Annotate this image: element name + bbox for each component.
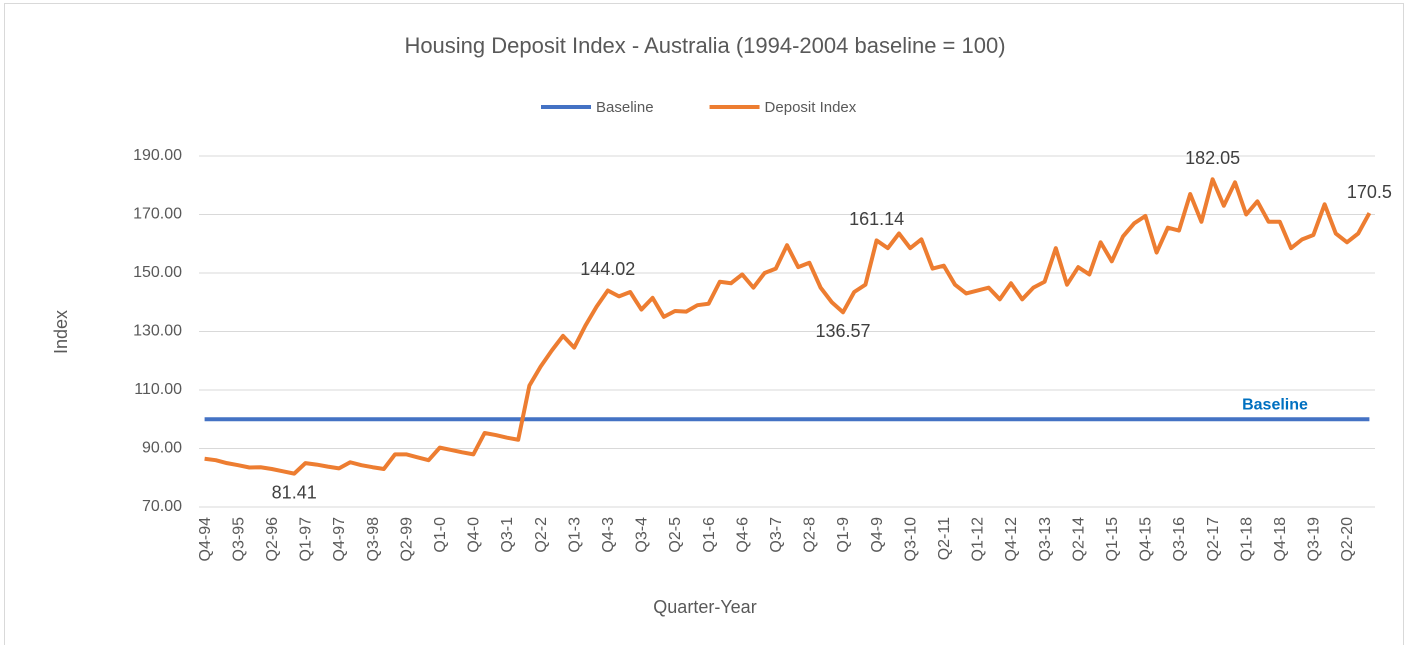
x-tick-label: Q3-10: [902, 517, 919, 562]
x-tick-label: Q2-11: [936, 517, 953, 560]
x-tick-label: Q3-95: [230, 517, 247, 562]
chart-frame: [4, 3, 1404, 645]
x-tick-label: Q3-13: [1037, 517, 1054, 562]
y-tick-label: 70.00: [142, 498, 182, 515]
y-tick-label: 190.00: [133, 147, 182, 164]
x-tick-label: Q2-14: [1070, 517, 1087, 562]
x-tick-label: Q2-5: [667, 517, 684, 553]
legend-label: Deposit Index: [765, 99, 857, 116]
data-label: 182.05: [1185, 148, 1240, 168]
x-tick-label: Q1-18: [1238, 517, 1255, 562]
y-tick-label: 110.00: [134, 381, 182, 398]
x-tick-label: Q1-97: [298, 517, 315, 562]
x-tick-label: Q3-1: [499, 517, 516, 553]
baseline-annotation: Baseline: [1242, 396, 1308, 413]
x-tick-label: Q2-96: [264, 517, 281, 562]
x-tick-label: Q2-99: [398, 517, 415, 562]
y-tick-label: 90.00: [142, 440, 182, 457]
x-tick-label: Q2-20: [1339, 517, 1356, 562]
data-label: 144.02: [580, 259, 635, 279]
x-tick-label: Q2-8: [802, 517, 819, 553]
x-tick-label: Q3-4: [634, 517, 651, 553]
x-tick-label: Q1-15: [1104, 517, 1121, 562]
chart-title: Housing Deposit Index - Australia (1994-…: [404, 33, 1005, 58]
data-label: 170.5: [1347, 182, 1392, 202]
x-tick-label: Q4-6: [734, 517, 751, 553]
data-label: 136.57: [815, 321, 870, 341]
x-tick-label: Q4-9: [869, 517, 886, 553]
data-label: 161.14: [849, 209, 904, 229]
x-tick-label: Q3-16: [1171, 517, 1188, 562]
x-tick-label: Q4-18: [1272, 517, 1289, 562]
x-tick-label: Q4-0: [466, 517, 483, 553]
x-tick-label: Q4-3: [600, 517, 617, 553]
x-tick-label: Q4-94: [197, 517, 214, 562]
legend-label: Baseline: [596, 99, 654, 116]
x-tick-label: Q1-6: [701, 517, 718, 553]
x-tick-label: Q3-98: [365, 517, 382, 562]
x-tick-label: Q1-12: [970, 517, 987, 562]
series-line: [204, 177, 1372, 476]
x-tick-label: Q1-9: [835, 517, 852, 553]
x-axis-label: Quarter-Year: [653, 597, 756, 617]
x-tick-label: Q3-7: [768, 517, 785, 553]
x-tick-label: Q2-17: [1205, 517, 1222, 562]
x-tick-label: Q4-12: [1003, 517, 1020, 562]
x-tick-label: Q2-2: [533, 517, 550, 553]
y-tick-label: 130.00: [133, 323, 182, 340]
y-axis-label: Index: [51, 310, 71, 354]
y-tick-label: 150.00: [133, 264, 182, 281]
x-tick-label: Q4-97: [331, 517, 348, 562]
x-tick-label: Q1-0: [432, 517, 449, 553]
x-tick-label: Q3-19: [1306, 517, 1323, 562]
y-tick-label: 170.00: [133, 206, 182, 223]
x-tick-label: Q4-15: [1138, 517, 1155, 562]
x-tick-label: Q1-3: [566, 517, 583, 553]
data-label: 81.41: [272, 482, 317, 502]
